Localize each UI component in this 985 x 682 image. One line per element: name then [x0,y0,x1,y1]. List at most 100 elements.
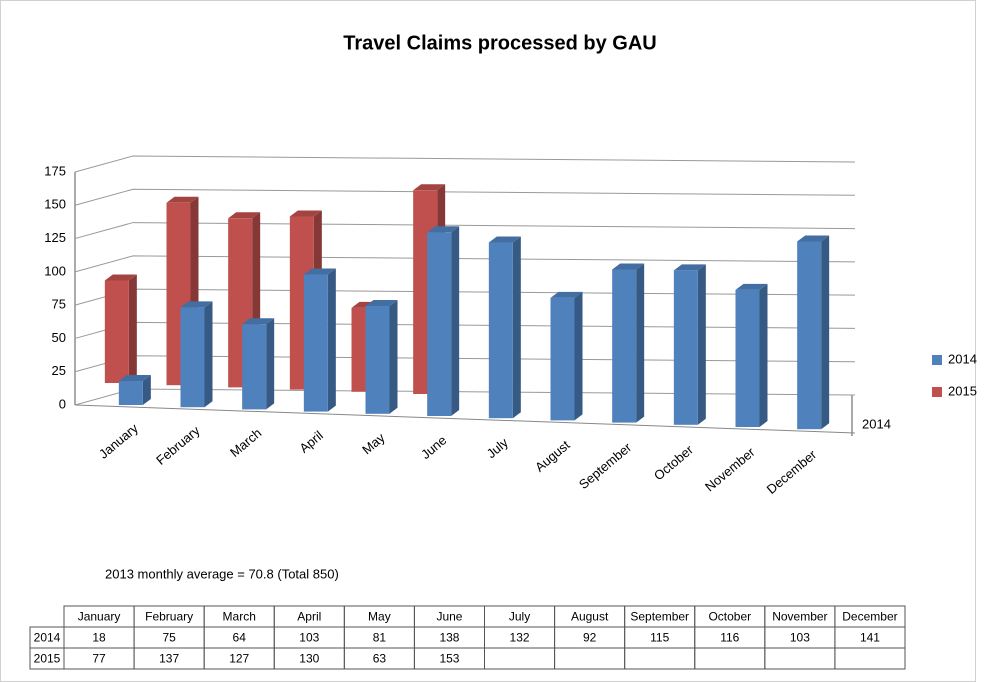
table-text: October [708,610,751,624]
floor-edge [74,404,856,434]
bar-top [228,212,261,219]
bar [735,289,760,427]
legend-swatch [932,387,942,397]
bar-top [242,318,275,325]
bar-top [550,291,583,298]
bar-top [104,274,137,281]
x-tick-label: July [484,435,512,462]
bar-top [797,235,830,242]
bar [242,324,267,410]
bar-top [488,236,521,243]
y-tick-label: 25 [52,363,66,378]
y-tick-label: 125 [44,230,66,245]
bar-side [451,226,460,416]
x-tick-label: January [96,420,141,462]
table-text: April [297,610,321,624]
bar [180,307,205,408]
bar [303,274,328,412]
legend-swatch [932,355,942,365]
table-text: 77 [92,652,106,666]
bar-side [327,268,336,412]
y-tick-label: 175 [44,163,66,178]
bar-top [612,263,645,270]
bar-side [512,236,521,419]
table-cell [694,647,766,670]
annotation: 2013 monthly average = 70.8 (Total 850) [105,566,339,581]
bar-top [413,184,446,191]
table-text: July [509,610,530,624]
bar-side [389,299,398,414]
table-text: May [368,610,391,624]
bar-top [166,196,199,203]
table-text: 141 [860,631,880,645]
x-tick-label: November [702,444,758,494]
table-text: 81 [373,631,387,645]
table-text: 2015 [34,652,61,666]
legend-label: 2015 [948,383,977,398]
bar-top [735,283,768,290]
bar-top [365,299,398,306]
bar-side [266,318,275,410]
table-text: 2014 [34,631,61,645]
bar-side [821,235,830,430]
table-text: 18 [92,631,106,645]
bar [612,269,637,423]
table-text: 153 [439,652,459,666]
x-tick-label: February [153,423,203,468]
bar-top [673,264,706,271]
table-text: 138 [439,631,459,645]
table-text: 92 [583,631,597,645]
grid-line [74,255,856,273]
table-text: 137 [159,652,179,666]
y-tick-label: 50 [52,330,66,345]
x-tick-label: May [359,430,388,458]
x-tick-label: March [227,425,264,460]
y-tick-label: 150 [44,197,66,212]
bar [550,297,575,421]
legend-label: 2014 [948,351,977,366]
grid-line [74,222,856,240]
table-cell [624,647,696,670]
table-text: 116 [720,631,739,645]
table-text: 115 [650,631,669,645]
table-text: 103 [299,631,319,645]
bar-side [574,291,583,421]
bar-side [142,375,151,405]
bar-side [759,283,768,427]
table-text: January [78,610,121,624]
chart-title: Travel Claims processed by GAU [343,32,656,54]
table-cell [834,647,906,670]
table-text: March [223,610,256,624]
table-text: December [842,610,897,624]
bar-top [427,226,460,233]
table-cell [554,647,626,670]
table-cell [484,647,556,670]
bar-side [204,301,213,408]
table-text: June [436,610,462,624]
bar-top [303,268,336,275]
x-tick-label: September [576,439,635,492]
y-tick-label: 75 [52,297,66,312]
x-tick-label: August [532,437,573,475]
table-text: 130 [299,652,319,666]
grid-line [74,155,856,173]
table-text: November [772,610,827,624]
table-text: February [145,610,193,624]
table-text: 103 [790,631,810,645]
table-text: 63 [373,652,387,666]
table-cell [764,647,836,670]
grid-line [74,188,856,206]
bar [673,270,698,425]
y-tick-label: 100 [44,263,66,278]
bar-top [289,210,322,217]
x-tick-label: October [651,442,697,484]
bar-side [128,274,137,383]
bar [427,232,452,416]
bar-side [636,263,645,423]
x-tick-label: April [296,428,326,456]
bar [488,242,513,419]
table-text: August [571,610,609,624]
table-text: 75 [162,631,176,645]
y-tick-label: 0 [59,396,66,411]
